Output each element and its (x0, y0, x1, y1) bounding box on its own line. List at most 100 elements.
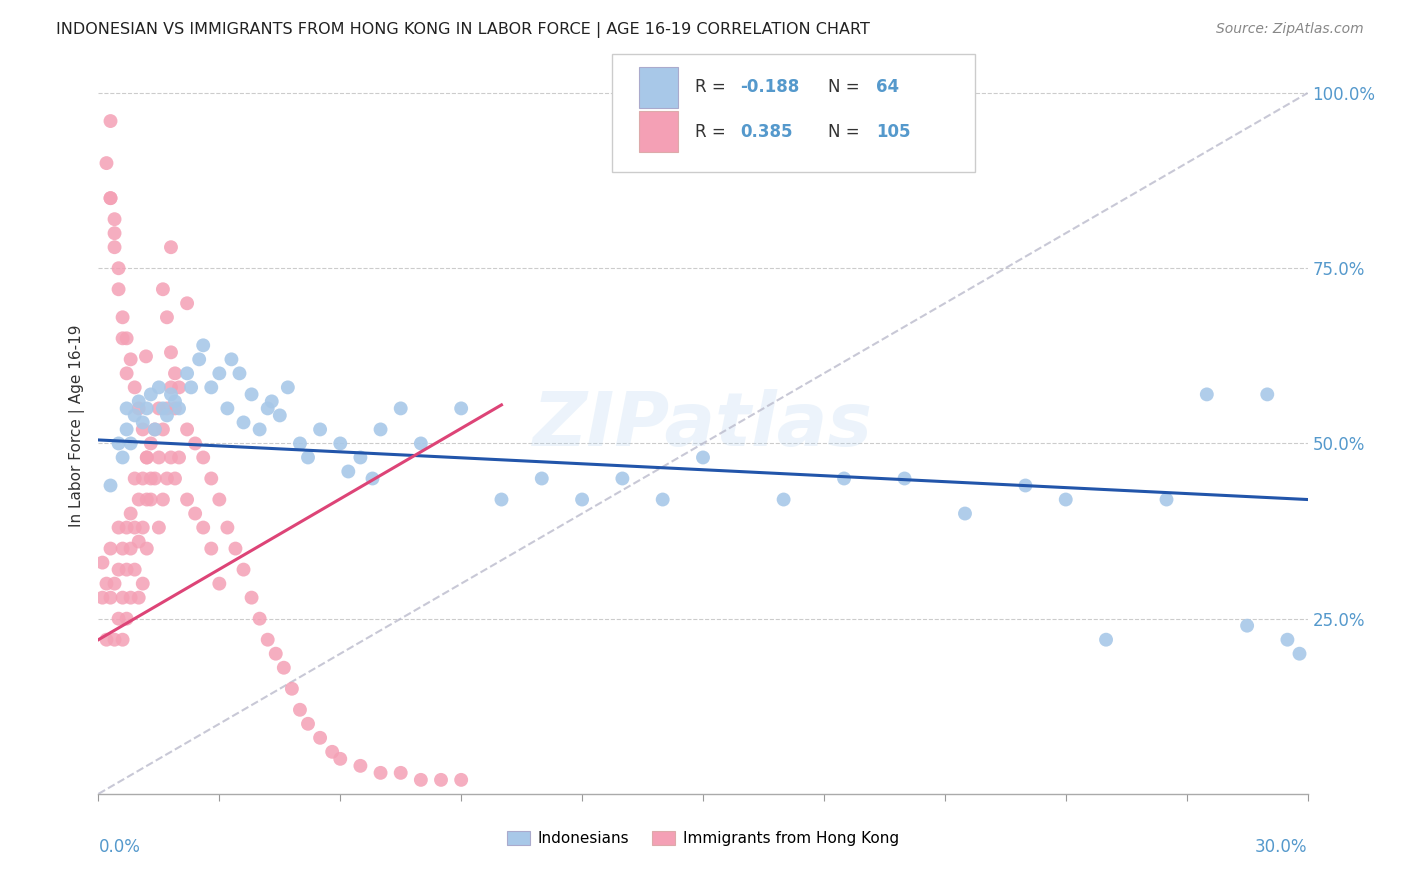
Point (953, 507, 976, 521)
Point (208, 367, 231, 381)
Point (264, 647, 287, 661)
Text: N =: N = (828, 122, 865, 141)
Point (370, 765, 392, 780)
Point (256, 632, 278, 647)
Point (309, 731, 332, 745)
Point (120, 507, 142, 521)
Point (124, 520, 146, 534)
Point (832, 471, 855, 485)
Point (309, 422, 332, 436)
Point (107, 612, 129, 626)
Point (1288, 647, 1310, 661)
Point (288, 703, 311, 717)
Point (193, 520, 215, 534)
Point (167, 380, 190, 394)
Point (132, 416, 155, 430)
Point (148, 380, 170, 394)
Point (321, 745, 343, 759)
Text: R =: R = (695, 122, 731, 141)
Point (184, 436, 207, 450)
Point (156, 401, 179, 416)
Point (1236, 618, 1258, 632)
Point (160, 240, 183, 254)
Point (163, 394, 186, 409)
Point (120, 541, 142, 556)
Point (103, 632, 125, 647)
Point (111, 541, 134, 556)
Text: N =: N = (828, 78, 865, 96)
Point (450, 401, 472, 416)
Point (132, 422, 155, 436)
Point (361, 471, 384, 485)
Point (193, 450, 215, 465)
Point (329, 752, 352, 766)
Point (96, 576, 118, 591)
Point (139, 492, 162, 507)
Point (91, 591, 114, 605)
Y-axis label: In Labor Force | Age 16-19: In Labor Force | Age 16-19 (69, 325, 86, 527)
Point (103, 226, 125, 240)
Point (115, 520, 138, 534)
Point (128, 534, 150, 549)
Point (297, 450, 319, 465)
Point (692, 450, 714, 465)
Text: 64: 64 (876, 78, 898, 96)
Point (100, 114, 122, 128)
Point (1156, 492, 1178, 507)
Point (491, 492, 513, 507)
Point (200, 380, 222, 394)
Point (115, 563, 138, 577)
Point (160, 450, 183, 465)
Point (188, 352, 211, 367)
Point (160, 380, 183, 394)
Point (249, 612, 271, 626)
Point (232, 416, 254, 430)
Point (612, 471, 634, 485)
Point (148, 401, 170, 416)
Point (530, 471, 553, 485)
Point (124, 563, 146, 577)
Point (232, 563, 254, 577)
Point (160, 387, 183, 401)
Point (107, 520, 129, 534)
Point (217, 520, 239, 534)
Point (193, 338, 215, 352)
Point (107, 261, 129, 276)
Point (132, 471, 155, 485)
Point (256, 401, 278, 416)
Point (152, 492, 174, 507)
Point (156, 471, 179, 485)
Point (1195, 387, 1218, 401)
Point (329, 436, 352, 450)
Point (893, 471, 915, 485)
Point (349, 450, 371, 465)
Point (135, 401, 157, 416)
Point (180, 380, 202, 394)
Point (115, 401, 138, 416)
Point (107, 282, 129, 296)
Legend: Indonesians, Immigrants from Hong Kong: Indonesians, Immigrants from Hong Kong (501, 825, 905, 853)
Point (143, 422, 166, 436)
Point (111, 331, 134, 345)
Point (100, 191, 122, 205)
Point (124, 380, 146, 394)
Point (217, 401, 239, 416)
Point (349, 759, 371, 773)
Point (281, 681, 304, 696)
Point (208, 576, 231, 591)
Point (103, 240, 125, 254)
Point (103, 576, 125, 591)
Point (111, 450, 134, 465)
Point (273, 661, 295, 675)
Point (152, 282, 174, 296)
Point (100, 478, 122, 492)
Point (124, 471, 146, 485)
Point (156, 310, 179, 325)
Point (111, 310, 134, 325)
Point (143, 422, 166, 436)
Point (409, 436, 432, 450)
Point (115, 612, 138, 626)
Point (135, 450, 157, 465)
Point (115, 331, 138, 345)
Point (100, 591, 122, 605)
